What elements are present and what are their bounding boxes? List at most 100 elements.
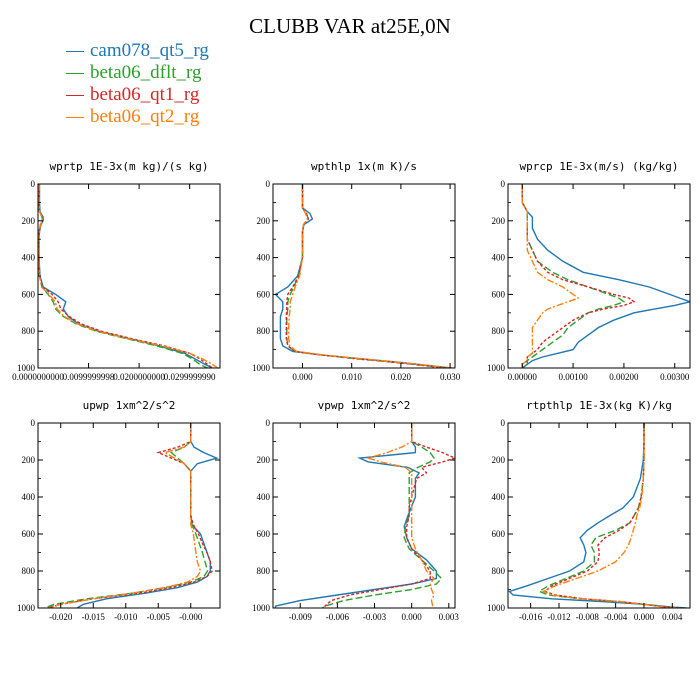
plot-frame: [37, 183, 221, 369]
series-line-cam078_qt5_rg: [521, 184, 690, 368]
legend-item: beta06_qt2_rg: [66, 106, 209, 128]
legend-swatch: [66, 50, 84, 52]
x-tick-label: -0.010: [114, 612, 138, 622]
x-tick-label: -0.016: [519, 612, 543, 622]
series-line-beta06_qt2_rg: [38, 184, 218, 368]
y-tick-label: 200: [492, 216, 506, 226]
legend-label: beta06_qt1_rg: [90, 84, 200, 105]
x-tick-label: -0.012: [547, 612, 570, 622]
y-tick-label: 200: [22, 216, 36, 226]
figure-title: CLUBB VAR at25E,0N: [249, 14, 451, 38]
legend-swatch: [66, 116, 84, 118]
series-line-beta06_dflt_rg: [521, 184, 626, 368]
subplot-title: vpwp 1xm^2/s^2: [318, 399, 411, 412]
y-tick-label: 400: [257, 253, 271, 263]
y-tick-label: 400: [492, 492, 506, 502]
subplot-title: rtpthlp 1E-3x(kg K)/kg: [526, 399, 672, 412]
y-tick-label: 1000: [252, 603, 271, 613]
series-line-beta06_dflt_rg: [38, 184, 208, 368]
legend-swatch: [66, 94, 84, 96]
y-tick-label: 600: [492, 529, 506, 539]
y-tick-label: 0: [266, 418, 271, 428]
x-tick-label: 0.000: [402, 612, 423, 622]
y-tick-label: 200: [492, 455, 506, 465]
y-tick-label: 800: [492, 566, 506, 576]
y-tick-label: 600: [257, 529, 271, 539]
y-tick-label: 200: [257, 455, 271, 465]
series-line-cam078_qt5_rg: [38, 184, 213, 368]
x-tick-label: -0.020: [49, 612, 73, 622]
x-tick-label: -0.008: [576, 612, 600, 622]
y-tick-label: 800: [22, 326, 36, 336]
y-tick-label: 600: [22, 289, 36, 299]
x-tick-label: 0.000: [292, 372, 313, 382]
legend-item: beta06_qt1_rg: [66, 84, 209, 106]
y-tick-label: 800: [257, 326, 271, 336]
subplot-6: rtpthlp 1E-3x(kg K)/kg 0 200 400 600 800 1000 -…: [487, 399, 691, 622]
x-tick-label: 0.004: [662, 612, 683, 622]
x-tick-label: 0.010: [342, 372, 363, 382]
y-tick-label: 400: [22, 253, 36, 263]
x-tick-label: 0.0000000000: [12, 372, 64, 382]
x-tick-label: -0.003: [363, 612, 387, 622]
x-tick-label: 0.00000: [508, 372, 538, 382]
x-tick-label: 0.0099999998: [63, 372, 115, 382]
y-tick-label: 0: [31, 418, 36, 428]
y-tick-label: 200: [257, 216, 271, 226]
plot-frame: [37, 422, 221, 609]
legend-item: cam078_qt5_rg: [66, 40, 209, 62]
series-line-beta06_qt2_rg: [521, 184, 580, 368]
x-tick-label: -0.000: [179, 612, 203, 622]
x-tick-label: -0.015: [82, 612, 106, 622]
y-tick-label: 600: [257, 289, 271, 299]
subplot-3: wprcp 1E-3x(m/s) (kg/kg) 0 200 400 600 800 100…: [487, 160, 691, 382]
x-tick-label: 0.00300: [660, 372, 690, 382]
y-tick-label: 800: [257, 566, 271, 576]
x-tick-label: -0.009: [289, 612, 313, 622]
y-tick-label: 1000: [17, 603, 36, 613]
subplot-4: upwp 1xm^2/s^2 0 200 400 600 800 1000 -0.020 -0.…: [17, 399, 221, 622]
x-tick-label: 0.030: [440, 372, 461, 382]
series-line-beta06_dflt_rg: [286, 184, 446, 368]
series-line-beta06_qt2_rg: [541, 423, 680, 608]
y-tick-label: 0: [501, 179, 506, 189]
legend-label: beta06_qt2_rg: [90, 106, 200, 127]
x-tick-label: 0.003: [439, 612, 460, 622]
x-tick-label: -0.006: [326, 612, 350, 622]
series-line-beta06_qt2_rg: [365, 423, 435, 608]
series-line-cam078_qt5_rg: [508, 423, 687, 608]
plot-frame: [507, 422, 691, 609]
subplot-title: upwp 1xm^2/s^2: [83, 399, 176, 412]
series-line-beta06_dflt_rg: [44, 423, 209, 608]
subplot-5: vpwp 1xm^2/s^2 0 200 400 600 800 1000 -0.009 -0.…: [252, 399, 459, 622]
subplot-title: wpthlp 1x(m K)/s: [311, 160, 417, 173]
x-tick-label: 0.00100: [558, 372, 588, 382]
y-tick-label: 800: [22, 566, 36, 576]
y-tick-label: 1000: [252, 363, 271, 373]
y-tick-label: 600: [22, 529, 36, 539]
y-tick-label: 400: [257, 492, 271, 502]
series-line-beta06_qt1_rg: [521, 184, 636, 368]
y-tick-label: 800: [492, 326, 506, 336]
series-line-cam078_qt5_rg: [274, 423, 438, 608]
legend: cam078_qt5_rg beta06_dflt_rg beta06_qt1_…: [66, 40, 209, 128]
series-line-beta06_qt1_rg: [47, 423, 213, 608]
series-line-beta06_qt1_rg: [324, 423, 455, 608]
x-tick-label: 0.020: [391, 372, 412, 382]
series-line-beta06_qt1_rg: [38, 184, 213, 368]
series-line-cam078_qt5_rg: [274, 184, 451, 368]
x-tick-label: -0.004: [604, 612, 628, 622]
legend-item: beta06_dflt_rg: [66, 62, 209, 84]
y-tick-label: 200: [22, 455, 36, 465]
x-tick-label: 0.00200: [609, 372, 639, 382]
y-tick-label: 400: [22, 492, 36, 502]
series-line-beta06_dflt_rg: [322, 423, 443, 608]
y-tick-label: 1000: [17, 363, 36, 373]
y-tick-label: 400: [492, 253, 506, 263]
subplot-1: wprtp 1E-3x(m kg)/(s kg) 0 200 400 600 800 100…: [12, 160, 221, 382]
legend-label: cam078_qt5_rg: [90, 40, 209, 61]
series-line-beta06_qt2_rg: [47, 423, 202, 608]
x-tick-label: 0.000: [634, 612, 655, 622]
y-tick-label: 0: [31, 179, 36, 189]
